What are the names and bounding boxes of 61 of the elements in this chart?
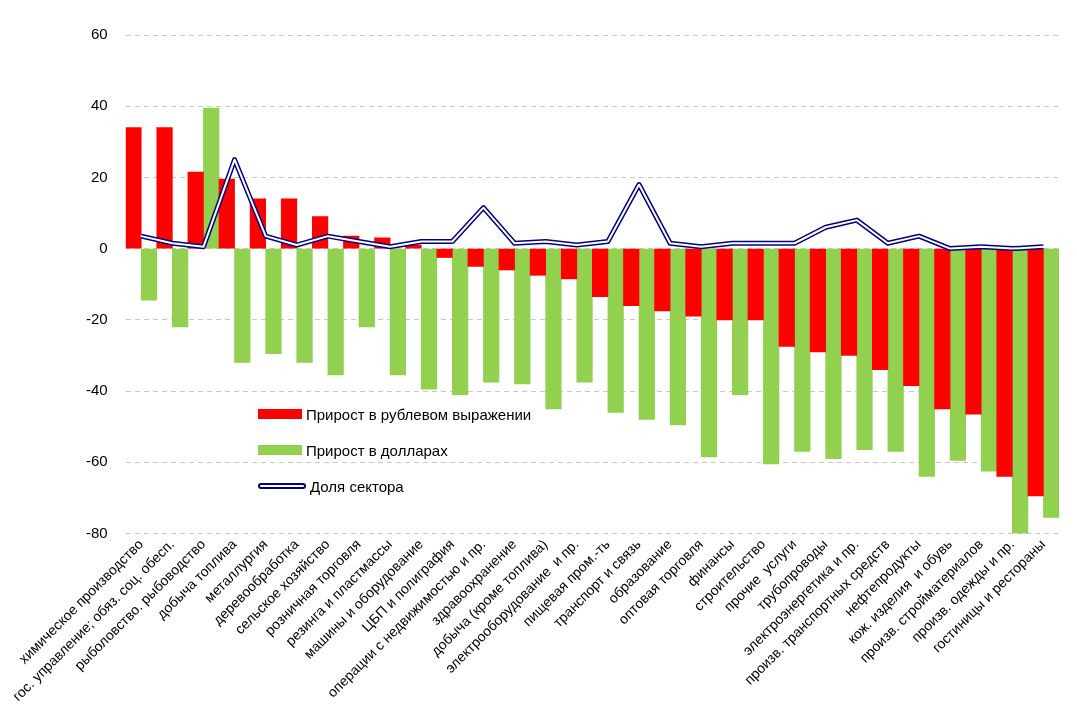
bar (125, 127, 142, 249)
bar (607, 248, 624, 413)
bar (1027, 248, 1044, 497)
bar (1043, 248, 1059, 518)
bar (809, 248, 826, 353)
bar (436, 248, 453, 258)
bar (685, 248, 702, 317)
bar (856, 248, 873, 451)
bar (452, 248, 469, 395)
y-tick-label: -20 (85, 309, 108, 327)
bar (483, 248, 500, 383)
bar (420, 248, 438, 390)
bar (794, 248, 811, 452)
bar (389, 248, 407, 376)
bar (903, 248, 920, 386)
y-tick-label: 0 (99, 238, 108, 256)
bar (156, 127, 173, 249)
bar (467, 248, 484, 267)
bar (918, 248, 935, 477)
y-tick-label: 20 (90, 167, 108, 185)
bar (514, 248, 531, 385)
y-tick-label: -40 (85, 381, 108, 399)
bar (887, 248, 904, 452)
bar (358, 248, 375, 328)
bar (872, 248, 889, 370)
bar (716, 248, 733, 321)
y-tick-label: -60 (85, 452, 108, 470)
bar (234, 248, 251, 363)
y-tick-label: -80 (85, 523, 108, 541)
bar (638, 248, 655, 420)
bar (934, 248, 951, 410)
bar (996, 248, 1013, 477)
bar (592, 248, 609, 297)
bar (498, 248, 515, 271)
bar (778, 248, 795, 347)
bar (172, 248, 189, 328)
bar (965, 248, 982, 415)
bar (732, 248, 749, 395)
bar (560, 248, 578, 280)
bar (654, 248, 671, 312)
bar (296, 248, 313, 363)
bar (265, 248, 282, 354)
y-tick-label: 60 (90, 25, 108, 43)
bar (327, 248, 344, 376)
bar (545, 248, 562, 410)
bar (949, 248, 966, 461)
bar (623, 248, 640, 306)
bar (700, 248, 718, 458)
bar (825, 248, 842, 459)
bar (669, 248, 686, 426)
bar (576, 248, 593, 383)
bar (529, 248, 546, 276)
legend-label: Прирост в рублевом выражении (306, 405, 532, 423)
bar (747, 248, 764, 321)
bar (840, 248, 858, 356)
bar (1012, 248, 1029, 534)
legend-label: Прирост в долларах (306, 441, 448, 459)
y-tick-label: 40 (90, 96, 108, 114)
bar (140, 248, 158, 301)
bar (763, 248, 780, 465)
legend-label: Доля сектора (310, 477, 404, 495)
